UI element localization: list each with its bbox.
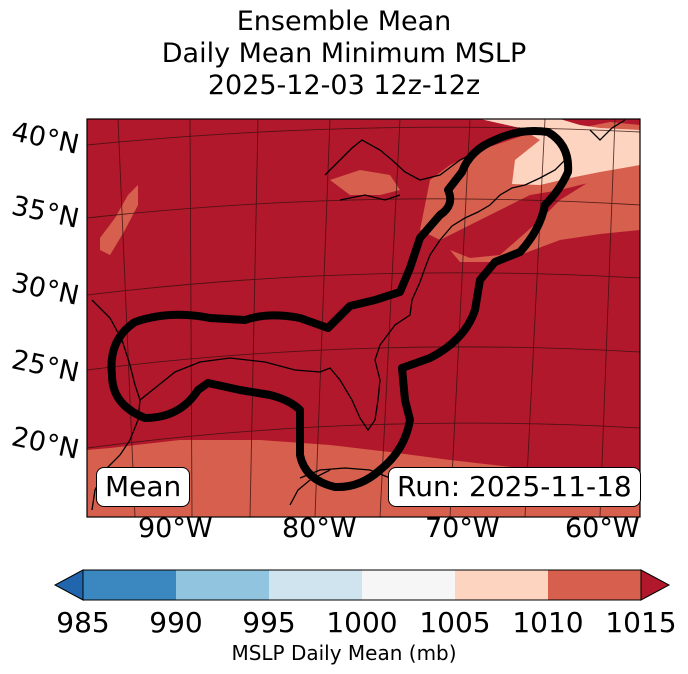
moderate-pressure-west [100,185,138,255]
run-date-label: Run: 2025-11-18 [388,467,641,507]
cbar-tick-995: 995 [242,606,296,639]
cbar-tick-1015: 1015 [605,606,677,639]
low-pressure-northeast [480,119,640,185]
graticule [87,119,640,517]
colorbar-bin-985-990 [83,570,177,600]
colorbar-bin-995-1000 [269,570,363,600]
lon-label-60w: 60°W [565,513,640,544]
map-frame [86,118,641,518]
colorbar-bin-1010-1015 [548,570,642,600]
lon-label-70w: 70°W [425,513,500,544]
title-line-1: Ensemble Mean [236,6,452,37]
colorbar-bin-1000-1005 [362,570,456,600]
colorbar-bin-1005-1010 [455,570,549,600]
cbar-tick-990: 990 [149,606,203,639]
cbar-tick-1010: 1010 [512,606,584,639]
mslp-contour [107,127,573,492]
cbar-tick-1000: 1000 [326,606,398,639]
mean-label: Mean [96,467,191,507]
cbar-tick-985: 985 [56,606,110,639]
lon-label-80w: 80°W [282,513,357,544]
title-line-2: Daily Mean Minimum MSLP [161,38,527,69]
colorbar-over-arrow [640,569,671,601]
lon-label-90w: 90°W [138,513,213,544]
cbar-tick-1005: 1005 [419,606,491,639]
colorbar-under-arrow [53,569,84,601]
colorbar-frame [82,569,642,601]
title-line-3: 2025-12-03 12z-12z [207,70,481,101]
moderate-pressure-greatlakes [330,170,400,195]
colorbar-label: MSLP Daily Mean (mb) [231,641,457,665]
colorbar-bin-990-995 [176,570,270,600]
